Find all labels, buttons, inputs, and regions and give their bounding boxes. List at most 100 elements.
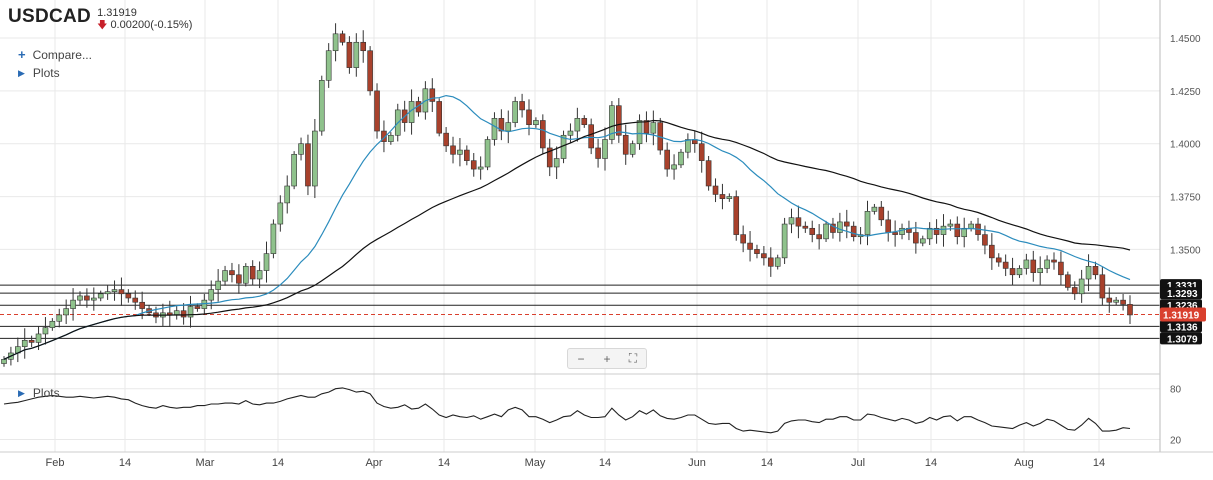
- candle: [49, 320, 56, 328]
- candle: [1120, 299, 1126, 305]
- level-tag-label: 1.3236: [1167, 301, 1198, 312]
- candle: [871, 206, 878, 212]
- triangle-right-icon: ▶: [18, 387, 25, 398]
- fit-screen-button[interactable]: ⛶: [628, 351, 638, 365]
- candle: [222, 270, 228, 282]
- candle: [926, 227, 933, 240]
- candle: [581, 118, 588, 126]
- level-tag-box: [1160, 287, 1202, 300]
- candle: [256, 270, 263, 280]
- moving-average-slow-line: [3, 119, 1131, 360]
- x-tick-label: 14: [1093, 457, 1105, 469]
- candle: [21, 339, 28, 347]
- plots-label: Plots: [32, 66, 60, 80]
- candle: [42, 327, 49, 335]
- candle: [298, 143, 304, 155]
- current-price-tag: 1.31919: [1160, 307, 1206, 322]
- candle: [802, 225, 809, 229]
- candle: [733, 196, 740, 235]
- y-tick-label: 1.4250: [1170, 87, 1201, 98]
- level-tag-box: [1160, 332, 1202, 345]
- candle: [97, 293, 104, 299]
- candle: [505, 122, 512, 132]
- candle: [1078, 278, 1085, 295]
- candle: [277, 202, 284, 225]
- candle: [540, 120, 546, 149]
- candle: [263, 253, 270, 271]
- candle: [360, 41, 367, 52]
- candle: [567, 130, 574, 136]
- x-tick-label: Jun: [688, 457, 706, 469]
- level-tag-label: 1.3293: [1167, 289, 1198, 300]
- candle: [740, 234, 746, 244]
- candle: [91, 297, 97, 301]
- candle: [284, 185, 291, 204]
- candle: [173, 310, 180, 316]
- plots-toggle[interactable]: ▶ Plots: [18, 66, 60, 80]
- zoom-in-button[interactable]: +: [603, 351, 611, 366]
- candle: [837, 221, 843, 233]
- candle: [236, 274, 242, 284]
- moving-average-fast-line: [3, 94, 1131, 360]
- x-tick-label: 14: [272, 457, 284, 469]
- candle: [754, 249, 760, 254]
- candle: [249, 266, 256, 280]
- current-price-tag-box: [1160, 307, 1206, 322]
- candle: [187, 306, 194, 318]
- last-price: 1.31919: [97, 7, 137, 19]
- candle: [1044, 259, 1050, 269]
- candle: [512, 101, 518, 123]
- x-tick-label: Apr: [365, 457, 382, 469]
- symbol-header: USDCAD 1.31919 🡇 0.00200(-0.15%): [8, 6, 192, 32]
- lower-y-tick-label: 80: [1170, 385, 1182, 396]
- level-tag-label: 1.3331: [1167, 281, 1198, 292]
- candle: [616, 105, 622, 136]
- candle: [919, 238, 926, 244]
- candle: [1023, 259, 1030, 269]
- triangle-right-icon: ▶: [18, 67, 25, 78]
- candle: [1037, 268, 1043, 273]
- lower-plots-toggle[interactable]: ▶ Plots: [18, 386, 60, 400]
- candle: [28, 339, 35, 343]
- candle: [84, 295, 90, 301]
- x-tick-label: 14: [438, 457, 450, 469]
- candle: [643, 120, 650, 134]
- candle: [609, 105, 615, 140]
- candle: [374, 90, 380, 132]
- candle: [1106, 297, 1113, 303]
- candle: [118, 289, 125, 295]
- candle: [1092, 266, 1099, 276]
- level-tag-label: 1.3079: [1167, 334, 1198, 345]
- candle: [77, 295, 83, 301]
- candle: [1058, 261, 1064, 276]
- candle: [498, 118, 505, 132]
- candle: [104, 291, 111, 295]
- candle: [954, 223, 961, 238]
- candle: [305, 143, 311, 187]
- candle: [215, 280, 221, 290]
- candle: [1009, 268, 1016, 276]
- candle: [35, 333, 42, 343]
- candle: [353, 41, 360, 68]
- candle: [629, 143, 636, 155]
- candle: [995, 257, 1002, 263]
- candle: [464, 149, 470, 161]
- y-tick-label: 1.4500: [1170, 34, 1201, 45]
- x-tick-label: May: [525, 457, 546, 469]
- candle: [705, 160, 712, 187]
- candle: [388, 134, 394, 142]
- candle: [781, 223, 788, 259]
- plus-icon: +: [18, 47, 26, 62]
- candle: [429, 88, 436, 102]
- zoom-out-button[interactable]: −: [577, 351, 585, 366]
- level-tag-box: [1160, 320, 1202, 333]
- candle: [795, 217, 802, 227]
- candle: [933, 227, 940, 235]
- candle: [788, 217, 795, 225]
- compare-button[interactable]: + Compare...: [18, 47, 92, 62]
- candle: [698, 143, 705, 161]
- candle: [885, 219, 892, 233]
- x-tick-label: 14: [599, 457, 611, 469]
- candle: [671, 164, 677, 170]
